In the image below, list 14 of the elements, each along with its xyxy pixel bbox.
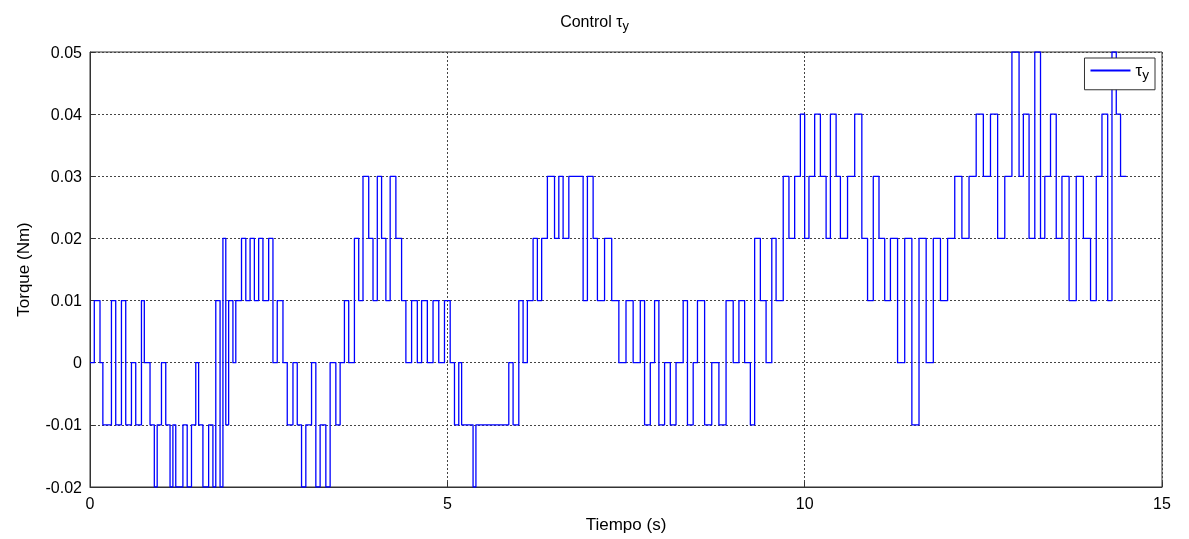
x-tick-label: 10: [795, 494, 814, 512]
y-axis-title: Torque (Nm): [14, 222, 33, 317]
y-tick-label: -0.01: [45, 416, 83, 434]
y-tick-label: -0.02: [45, 478, 83, 496]
y-tick-label: 0.05: [50, 43, 83, 61]
y-tick-label: 0.04: [50, 105, 83, 123]
y-tick-label: 0.03: [50, 167, 83, 185]
x-axis-title: Tiempo (s): [585, 514, 667, 534]
y-tick-label: 0.01: [50, 292, 83, 310]
x-tick-label: 0: [85, 494, 95, 512]
y-tick-label: 0.02: [50, 229, 83, 247]
y-tick-label: 0: [73, 354, 83, 372]
x-tick-label: 15: [1153, 494, 1171, 512]
x-tick-label: 5: [442, 494, 452, 512]
